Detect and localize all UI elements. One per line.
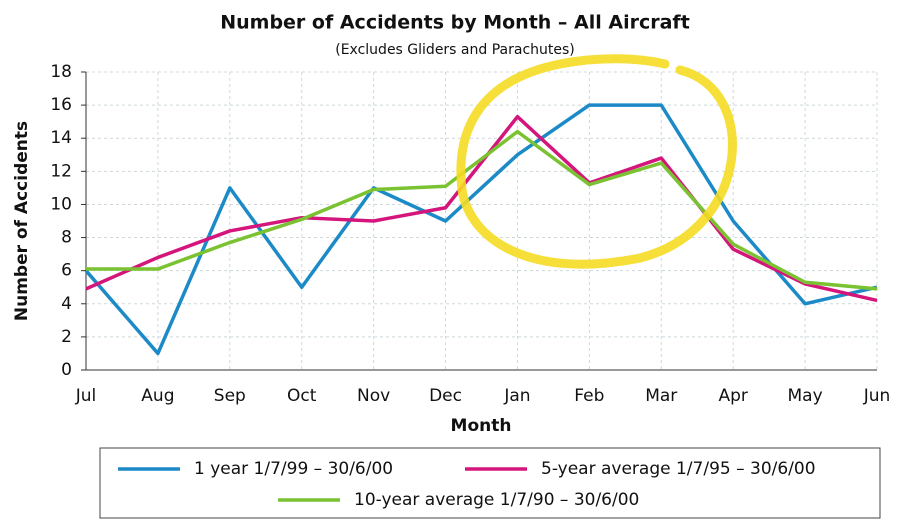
- highlight-circle: [461, 59, 733, 264]
- y-tick-label: 8: [61, 228, 72, 248]
- y-tick-label: 14: [50, 128, 72, 148]
- y-tick-label: 6: [61, 261, 72, 281]
- series-line: [86, 117, 877, 301]
- y-tick-label: 18: [50, 62, 72, 82]
- y-tick-label: 0: [61, 360, 72, 380]
- x-tick-label: May: [788, 386, 823, 406]
- x-tick-label: Dec: [429, 386, 462, 406]
- legend-label: 1 year 1/7/99 – 30/6/00: [194, 459, 393, 479]
- series-line: [86, 132, 877, 289]
- legend-label: 10-year average 1/7/90 – 30/6/00: [354, 490, 639, 510]
- x-tick-label: Sep: [214, 386, 246, 406]
- x-tick-label: Nov: [357, 386, 390, 406]
- x-tick-label: Feb: [574, 386, 604, 406]
- y-tick-label: 16: [50, 95, 72, 115]
- x-tick-label: Jan: [503, 386, 530, 406]
- x-tick-label: Jun: [863, 386, 891, 406]
- x-axis-label: Month: [451, 416, 512, 436]
- y-tick-label: 10: [50, 194, 72, 214]
- x-tick-label: Jul: [75, 386, 97, 406]
- y-tick-label: 2: [61, 327, 72, 347]
- legend-label: 5-year average 1/7/95 – 30/6/00: [541, 459, 816, 479]
- y-axis-label: Number of Accidents: [12, 121, 32, 321]
- chart-subtitle: (Excludes Gliders and Parachutes): [335, 42, 575, 58]
- chart-title: Number of Accidents by Month – All Aircr…: [220, 12, 690, 34]
- y-tick-label: 12: [50, 161, 72, 181]
- chart: Number of Accidents by Month – All Aircr…: [0, 0, 911, 521]
- x-tick-label: Aug: [141, 386, 174, 406]
- x-tick-label: Apr: [718, 386, 747, 406]
- x-tick-label: Oct: [287, 386, 317, 406]
- x-tick-label: Mar: [645, 386, 677, 406]
- y-tick-label: 4: [61, 294, 72, 314]
